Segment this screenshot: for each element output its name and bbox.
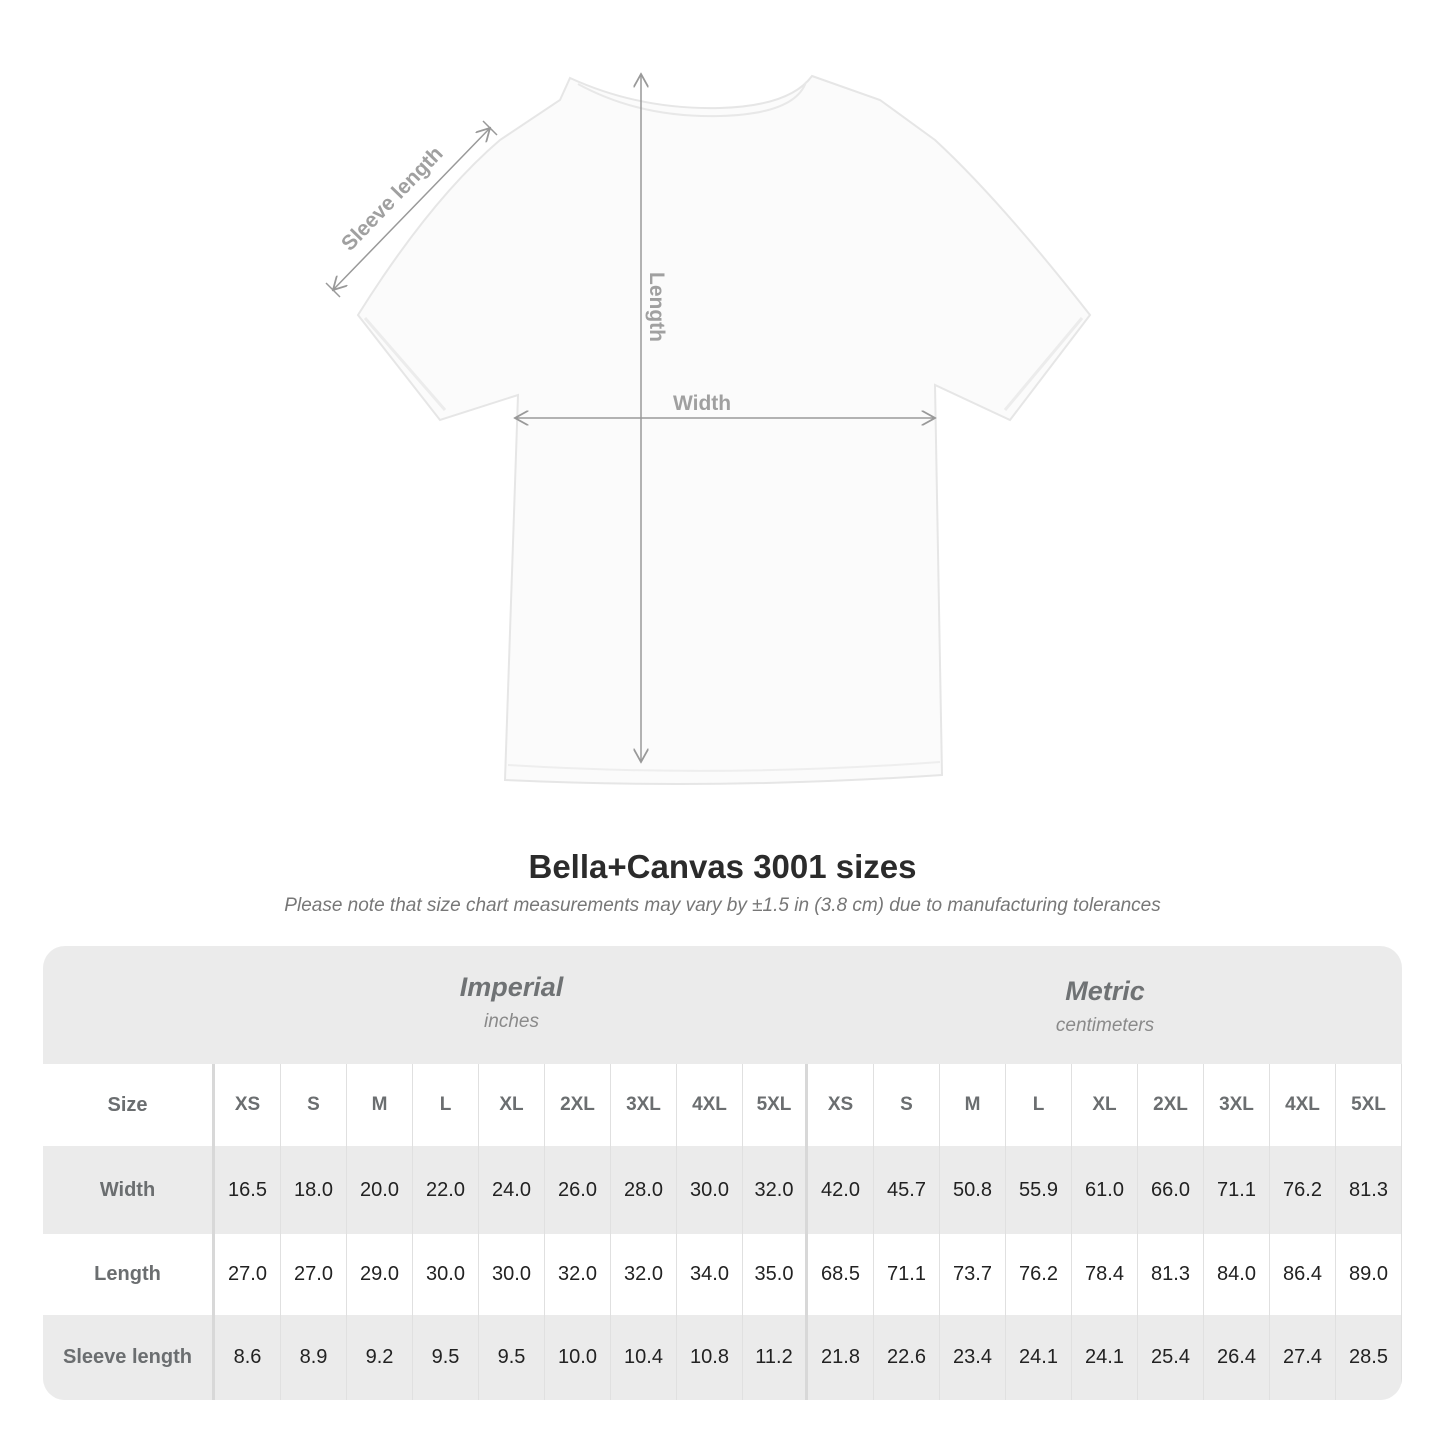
row-label: Size [43,1064,215,1146]
table-cell: 30.0 [677,1146,743,1234]
imperial-title: Imperial [459,972,564,1002]
metric-unit: centimeters [1055,1015,1155,1036]
table-cell: 30.0 [413,1234,479,1315]
table-cell: 29.0 [347,1234,413,1315]
table-cell: 35.0 [743,1234,808,1315]
width-label: Width [673,392,731,415]
row-label: Length [43,1234,215,1315]
table-cell: 21.8 [808,1315,874,1400]
size-imperial-header: 3XL [611,1064,677,1146]
size-imperial-header: 4XL [677,1064,743,1146]
table-cell: 24.0 [479,1146,545,1234]
table-cell: 30.0 [479,1234,545,1315]
table-cell: 76.2 [1270,1146,1336,1234]
table-cell: 27.0 [281,1234,347,1315]
table-cell: 42.0 [808,1146,874,1234]
table-cell: 45.7 [874,1146,940,1234]
tshirt-shape [356,74,1092,785]
size-table: Imperial inches Metric centimeters Size X… [43,946,1402,1400]
table-cell: 71.1 [1204,1146,1270,1234]
sleeve-length-arrow [333,128,490,290]
table-cell: 61.0 [1072,1146,1138,1234]
imperial-header: Imperial inches [215,946,808,1064]
size-imperial-header: XS [215,1064,281,1146]
table-cell: 89.0 [1336,1234,1402,1315]
table-cell: 27.0 [215,1234,281,1315]
table-cell: 68.5 [808,1234,874,1315]
table-cell: 25.4 [1138,1315,1204,1400]
size-metric-header: S [874,1064,940,1146]
table-cell: 10.0 [545,1315,611,1400]
table-cell: 8.9 [281,1315,347,1400]
size-metric-header: XL [1072,1064,1138,1146]
table-cell: 23.4 [940,1315,1006,1400]
tshirt-diagram: Sleeve length Length Width [325,0,1092,785]
table-row: Width 16.5 18.0 20.0 22.0 24.0 26.0 28.0 30.0 32.… [43,1146,1402,1234]
table-cell: 66.0 [1138,1146,1204,1234]
table-cell: 22.0 [413,1146,479,1234]
table-cell: 32.0 [545,1234,611,1315]
table-cell: 28.0 [611,1146,677,1234]
metric-title: Metric [1065,976,1145,1006]
table-cell: 20.0 [347,1146,413,1234]
table-cell: 9.2 [347,1315,413,1400]
table-cell: 34.0 [677,1234,743,1315]
size-metric-header: XS [808,1064,874,1146]
table-cell: 84.0 [1204,1234,1270,1315]
table-cell: 22.6 [874,1315,940,1400]
table-cell: 11.2 [743,1315,808,1400]
table-cell: 18.0 [281,1146,347,1234]
table-cell: 24.1 [1072,1315,1138,1400]
table-row: Sleeve length 8.6 8.9 9.2 9.5 9.5 10.0 10.4 10.8… [43,1315,1402,1400]
table-cell: 73.7 [940,1234,1006,1315]
table-cell: 55.9 [1006,1146,1072,1234]
table-cell: 10.4 [611,1315,677,1400]
table-cell: 86.4 [1270,1234,1336,1315]
size-imperial-header: L [413,1064,479,1146]
page-title: Bella+Canvas 3001 sizes [528,848,917,885]
table-cell: 32.0 [611,1234,677,1315]
table-cell: 16.5 [215,1146,281,1234]
table-cell: 28.5 [1336,1315,1402,1400]
table-cell: 81.3 [1138,1234,1204,1315]
size-metric-header: M [940,1064,1006,1146]
table-cell: 32.0 [743,1146,808,1234]
size-imperial-header: XL [479,1064,545,1146]
table-cell: 50.8 [940,1146,1006,1234]
table-cell: 81.3 [1336,1146,1402,1234]
size-imperial-header: S [281,1064,347,1146]
size-imperial-header: 2XL [545,1064,611,1146]
size-metric-header: 5XL [1336,1064,1402,1146]
row-label: Sleeve length [43,1315,215,1400]
metric-header: Metric centimeters [808,950,1402,1068]
table-cell: 9.5 [479,1315,545,1400]
table-cell: 8.6 [215,1315,281,1400]
size-imperial-header: 5XL [743,1064,808,1146]
table-cell: 78.4 [1072,1234,1138,1315]
length-label: Length [645,272,668,342]
size-metric-header: 2XL [1138,1064,1204,1146]
size-metric-header: 4XL [1270,1064,1336,1146]
size-metric-header: 3XL [1204,1064,1270,1146]
size-metric-header: L [1006,1064,1072,1146]
table-row: Length 27.0 27.0 29.0 30.0 30.0 32.0 32.0 34.0 35… [43,1234,1402,1315]
size-header-row: Size XS S M L XL 2XL 3XL 4XL 5XL XS S M L XL 2XL 3XL 4XL 5… [43,1064,1402,1146]
table-cell: 26.4 [1204,1315,1270,1400]
row-label: Width [43,1146,215,1234]
size-imperial-header: M [347,1064,413,1146]
table-cell: 71.1 [874,1234,940,1315]
table-cell: 24.1 [1006,1315,1072,1400]
table-cell: 76.2 [1006,1234,1072,1315]
table-cell: 26.0 [545,1146,611,1234]
table-cell: 9.5 [413,1315,479,1400]
table-cell: 10.8 [677,1315,743,1400]
tolerance-note: Please note that size chart measurements… [284,895,1161,916]
imperial-unit: inches [484,1011,539,1032]
table-cell: 27.4 [1270,1315,1336,1400]
